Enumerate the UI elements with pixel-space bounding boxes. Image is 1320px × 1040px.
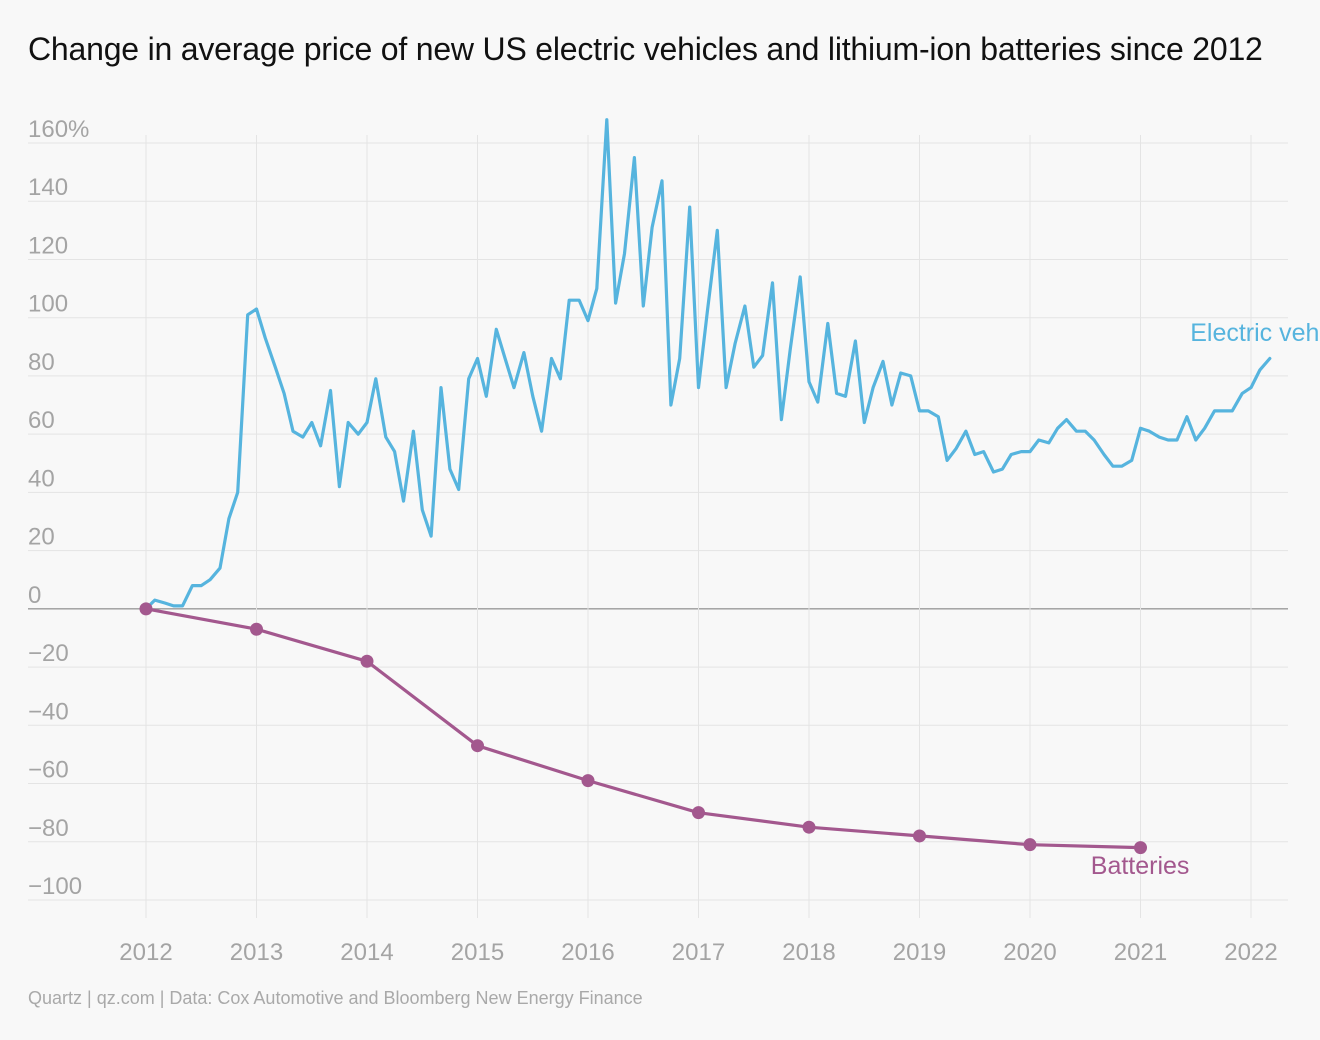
batteries-point: [1023, 838, 1037, 852]
y-tick-label: 100: [28, 291, 68, 318]
batteries-point: [139, 602, 153, 616]
batteries-point: [471, 739, 484, 753]
y-tick-label: −100: [28, 873, 82, 900]
batteries-point: [692, 806, 705, 820]
x-tick-label: 2012: [119, 939, 172, 966]
series-labels: Electric vehicles Batteries: [1091, 319, 1320, 880]
series-layer: [139, 118, 1272, 855]
x-tick-label: 2022: [1224, 939, 1277, 966]
x-tick-label: 2019: [893, 939, 946, 966]
x-tick-label: 2015: [451, 939, 504, 966]
x-tick-label: 2021: [1114, 939, 1167, 966]
batteries-line: [144, 607, 1143, 850]
x-tick-label: 2018: [782, 939, 835, 966]
x-axis-tick-labels: 2012 2013 2014 2015 2016 2017 2018 2019 2020 2021…: [119, 939, 1277, 966]
x-tick-label: 2017: [672, 939, 725, 966]
y-tick-label: −40: [28, 698, 69, 725]
x-tick-label: 2013: [230, 939, 283, 966]
y-tick-label: 80: [28, 349, 55, 376]
batteries-point: [1134, 841, 1147, 855]
series-label: Batteries: [1091, 852, 1190, 880]
y-tick-label: −60: [28, 757, 69, 784]
y-axis-tick-labels: 160% 140 120 100 80 60 40 20 0 −20 −40 −60 −80 −100: [28, 116, 89, 900]
y-tick-label: −80: [28, 815, 69, 842]
y-tick-label: 140: [28, 174, 68, 201]
x-tick-label: 2016: [561, 939, 614, 966]
y-tick-label: 120: [28, 232, 68, 259]
x-tick-label: 2014: [340, 939, 393, 966]
batteries-point: [581, 774, 595, 788]
y-tick-label: 160%: [28, 116, 89, 143]
batteries-point: [360, 654, 374, 668]
y-tick-label: 40: [28, 465, 55, 492]
source-note: Quartz | qz.com | Data: Cox Automotive a…: [28, 988, 643, 1008]
y-tick-label: 60: [28, 407, 55, 434]
batteries-point: [913, 829, 926, 843]
x-tick-label: 2020: [1003, 939, 1056, 966]
electric-vehicles-line: [144, 118, 1272, 611]
chart-title: Change in average price of new US electr…: [28, 31, 1263, 67]
y-tick-label: 20: [28, 524, 55, 551]
y-tick-label: 0: [28, 582, 41, 609]
batteries-point: [802, 820, 816, 834]
grid-layer: [28, 135, 1288, 918]
y-tick-label: −20: [28, 640, 69, 667]
series-label: Electric vehicles: [1190, 319, 1320, 347]
batteries-point: [250, 622, 263, 636]
